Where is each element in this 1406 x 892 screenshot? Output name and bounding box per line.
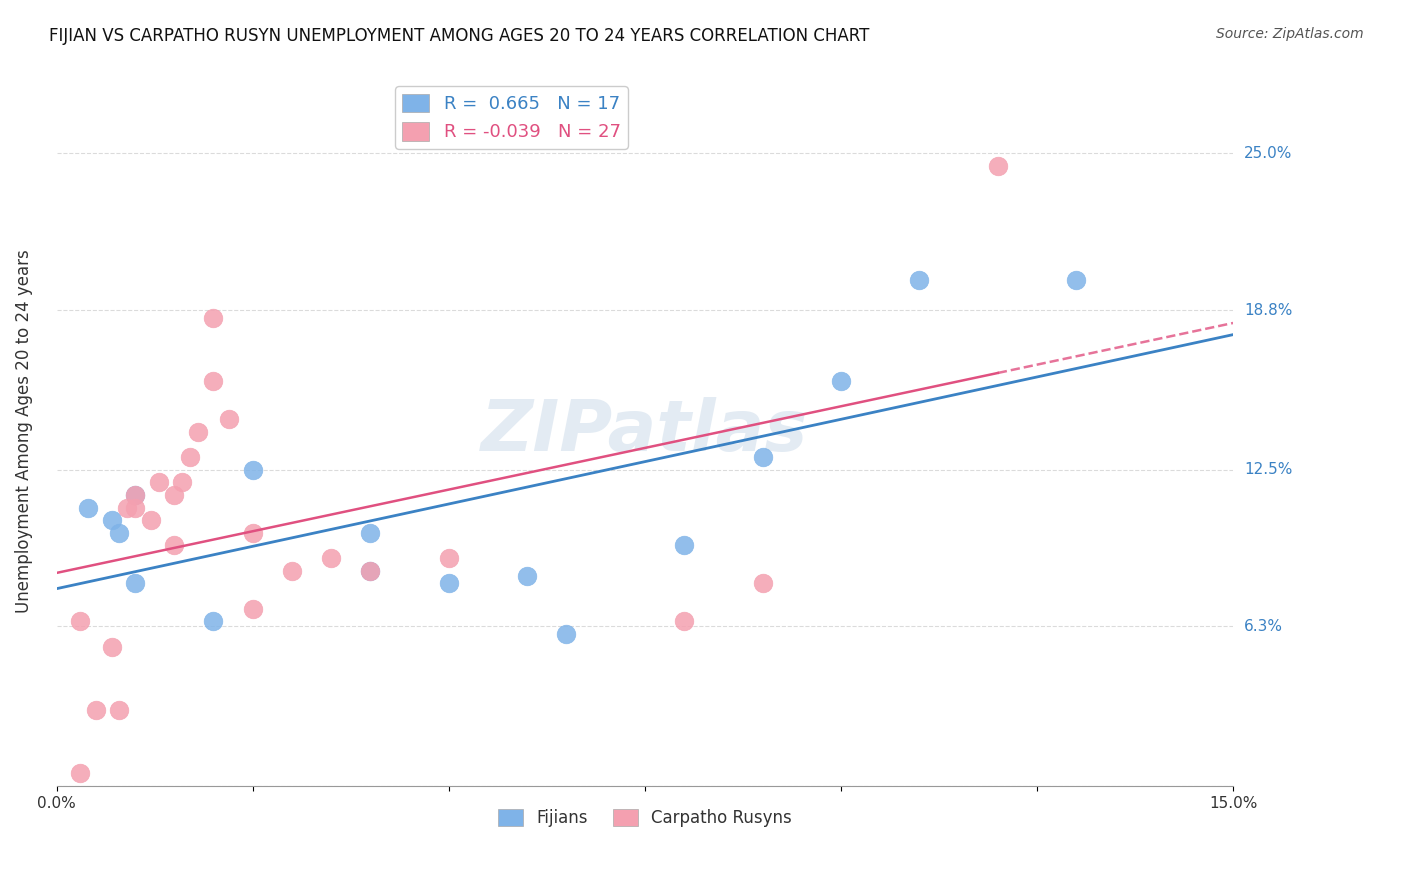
- Text: 6.3%: 6.3%: [1244, 619, 1284, 634]
- Point: [172, 475, 194, 490]
- Point: [84, 703, 107, 717]
- Point: [437, 576, 460, 591]
- Point: [242, 525, 264, 540]
- Point: [359, 525, 381, 540]
- Point: [124, 488, 146, 502]
- Point: [124, 488, 146, 502]
- Point: [163, 488, 186, 502]
- Text: Source: ZipAtlas.com: Source: ZipAtlas.com: [1216, 27, 1364, 41]
- Point: [555, 627, 578, 641]
- Point: [673, 615, 696, 629]
- Point: [202, 615, 225, 629]
- Text: FIJIAN VS CARPATHO RUSYN UNEMPLOYMENT AMONG AGES 20 TO 24 YEARS CORRELATION CHAR: FIJIAN VS CARPATHO RUSYN UNEMPLOYMENT AM…: [49, 27, 869, 45]
- Point: [516, 569, 538, 583]
- Y-axis label: Unemployment Among Ages 20 to 24 years: Unemployment Among Ages 20 to 24 years: [15, 250, 32, 614]
- Point: [202, 374, 225, 388]
- Point: [179, 450, 201, 464]
- Point: [124, 500, 146, 515]
- Point: [242, 601, 264, 615]
- Point: [115, 500, 138, 515]
- Point: [751, 576, 773, 591]
- Point: [124, 576, 146, 591]
- Point: [69, 615, 91, 629]
- Point: [218, 412, 240, 426]
- Point: [437, 551, 460, 566]
- Point: [1064, 273, 1087, 287]
- Text: 25.0%: 25.0%: [1244, 145, 1292, 161]
- Point: [148, 475, 170, 490]
- Point: [830, 374, 852, 388]
- Point: [281, 564, 304, 578]
- Point: [359, 564, 381, 578]
- Point: [908, 273, 931, 287]
- Point: [242, 462, 264, 476]
- Point: [139, 513, 162, 527]
- Text: ZIPatlas: ZIPatlas: [481, 397, 808, 467]
- Point: [77, 500, 100, 515]
- Point: [359, 564, 381, 578]
- Point: [321, 551, 343, 566]
- Text: 12.5%: 12.5%: [1244, 462, 1292, 477]
- Point: [202, 310, 225, 325]
- Point: [100, 513, 122, 527]
- Point: [987, 159, 1010, 173]
- Point: [69, 766, 91, 780]
- Point: [108, 525, 131, 540]
- Point: [187, 425, 209, 439]
- Point: [751, 450, 773, 464]
- Point: [100, 640, 122, 654]
- Point: [163, 538, 186, 552]
- Point: [108, 703, 131, 717]
- Text: 18.8%: 18.8%: [1244, 302, 1292, 318]
- Legend: Fijians, Carpatho Rusyns: Fijians, Carpatho Rusyns: [491, 803, 799, 834]
- Point: [673, 538, 696, 552]
